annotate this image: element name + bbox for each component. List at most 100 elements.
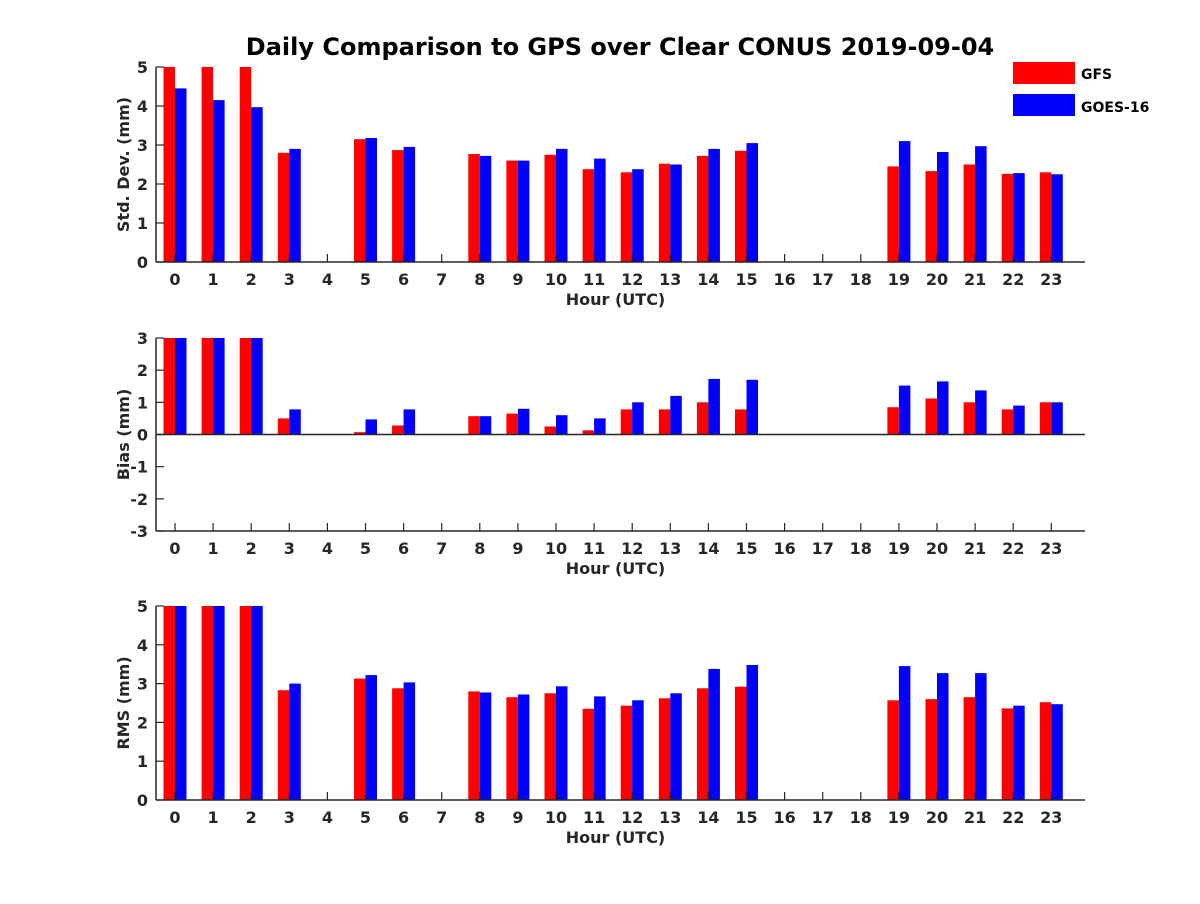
bar-stddev-gfs-h6 <box>392 150 404 262</box>
y-tick-label-bias-2: 2 <box>137 361 148 380</box>
x-tick-label-rms-1: 1 <box>208 808 219 827</box>
x-tick-label-bias-2: 2 <box>246 539 257 558</box>
bar-rms-goes16-h12 <box>632 700 644 800</box>
x-tick-label-stddev-3: 3 <box>284 270 295 289</box>
bar-bias-gfs-h10 <box>544 426 556 435</box>
x-tick-label-rms-13: 13 <box>659 808 681 827</box>
bar-stddev-gfs-h2 <box>239 67 252 262</box>
x-tick-label-stddev-14: 14 <box>697 270 719 289</box>
x-tick-label-rms-11: 11 <box>583 808 605 827</box>
legend-label-gfs: GFS <box>1081 67 1112 83</box>
bar-stddev-gfs-h14 <box>696 155 709 262</box>
bar-stddev-gfs-h15 <box>735 150 747 262</box>
y-axis-label-stddev: Std. Dev. (mm) <box>114 97 133 232</box>
bar-rms-goes16-h8 <box>479 692 492 800</box>
bar-bias-gfs-h21 <box>963 402 976 435</box>
x-tick-label-bias-17: 17 <box>812 539 834 558</box>
bar-bias-gfs-h9 <box>506 413 518 435</box>
bar-stddev-goes16-h19 <box>898 141 911 262</box>
x-tick-label-rms-18: 18 <box>850 808 872 827</box>
bar-bias-goes16-h3 <box>289 409 301 435</box>
x-tick-label-stddev-11: 11 <box>583 270 605 289</box>
x-tick-label-bias-0: 0 <box>169 539 180 558</box>
legend-label-goes16: GOES-16 <box>1081 100 1149 116</box>
bar-rms-gfs-h22 <box>1001 708 1014 800</box>
x-tick-label-stddev-16: 16 <box>773 270 795 289</box>
x-tick-label-bias-11: 11 <box>583 539 605 558</box>
x-tick-label-rms-10: 10 <box>545 808 567 827</box>
bar-rms-goes16-h14 <box>708 668 720 800</box>
x-tick-label-stddev-17: 17 <box>812 270 834 289</box>
bar-rms-goes16-h9 <box>517 694 530 800</box>
bar-stddev-goes16-h22 <box>1013 173 1025 262</box>
bar-stddev-gfs-h9 <box>506 160 518 262</box>
y-tick-label-stddev-1: 1 <box>137 214 148 233</box>
bar-bias-goes16-h10 <box>556 415 568 435</box>
bar-stddev-goes16-h21 <box>975 146 987 262</box>
bar-rms-gfs-h0 <box>163 606 175 800</box>
bar-rms-goes16-h5 <box>365 675 377 800</box>
bar-stddev-gfs-h20 <box>925 171 937 262</box>
x-tick-label-stddev-6: 6 <box>398 270 409 289</box>
y-tick-label-stddev-4: 4 <box>137 97 148 116</box>
bar-stddev-goes16-h20 <box>937 152 949 262</box>
y-tick-label-bias-3: 3 <box>137 329 148 348</box>
x-tick-label-stddev-10: 10 <box>545 270 567 289</box>
bar-bias-gfs-h0 <box>163 338 175 435</box>
x-tick-label-stddev-5: 5 <box>360 270 371 289</box>
bar-stddev-goes16-h14 <box>708 148 720 262</box>
bar-rms-gfs-h11 <box>582 708 595 800</box>
y-tick-label-rms-4: 4 <box>137 636 148 655</box>
bar-rms-goes16-h3 <box>289 683 301 800</box>
x-tick-label-stddev-18: 18 <box>850 270 872 289</box>
x-tick-label-stddev-13: 13 <box>659 270 681 289</box>
bar-bias-goes16-h6 <box>403 409 416 435</box>
bar-stddev-gfs-h8 <box>468 154 480 262</box>
bar-stddev-gfs-h10 <box>544 154 556 263</box>
bar-bias-gfs-h11 <box>582 430 595 435</box>
x-tick-label-stddev-1: 1 <box>208 270 219 289</box>
x-tick-label-rms-8: 8 <box>474 808 485 827</box>
x-tick-label-bias-16: 16 <box>773 539 795 558</box>
bar-stddev-gfs-h22 <box>1001 173 1014 262</box>
bar-rms-gfs-h10 <box>544 693 556 800</box>
x-tick-label-stddev-20: 20 <box>926 270 948 289</box>
y-tick-label-bias-1: 1 <box>137 393 148 412</box>
x-tick-label-bias-10: 10 <box>545 539 567 558</box>
bar-rms-goes16-h22 <box>1013 705 1025 800</box>
y-tick-label-rms-5: 5 <box>137 597 148 616</box>
x-tick-label-rms-9: 9 <box>512 808 523 827</box>
x-tick-label-rms-3: 3 <box>284 808 295 827</box>
bar-rms-goes16-h21 <box>975 673 987 800</box>
x-tick-label-stddev-22: 22 <box>1002 270 1024 289</box>
x-tick-label-rms-2: 2 <box>246 808 257 827</box>
x-tick-label-stddev-2: 2 <box>246 270 257 289</box>
y-tick-label-stddev-0: 0 <box>137 253 148 272</box>
x-tick-label-bias-13: 13 <box>659 539 681 558</box>
x-tick-label-bias-15: 15 <box>735 539 757 558</box>
bar-bias-goes16-h21 <box>975 390 987 435</box>
x-tick-label-stddev-19: 19 <box>888 270 910 289</box>
x-tick-label-rms-21: 21 <box>964 808 986 827</box>
bar-stddev-gfs-h1 <box>201 67 214 262</box>
bar-bias-goes16-h8 <box>479 416 492 435</box>
x-tick-label-rms-23: 23 <box>1040 808 1062 827</box>
x-axis-label-stddev: Hour (UTC) <box>566 290 666 309</box>
bar-stddev-gfs-h23 <box>1039 172 1052 262</box>
bar-stddev-goes16-h12 <box>632 169 644 262</box>
bar-bias-goes16-h9 <box>517 408 530 435</box>
x-axis-label-rms: Hour (UTC) <box>566 828 666 847</box>
y-tick-label-rms-1: 1 <box>137 752 148 771</box>
x-tick-label-stddev-9: 9 <box>512 270 523 289</box>
bar-bias-goes16-h0 <box>175 338 187 435</box>
x-tick-label-bias-18: 18 <box>850 539 872 558</box>
x-tick-label-rms-17: 17 <box>812 808 834 827</box>
bar-rms-goes16-h2 <box>251 606 263 800</box>
bar-rms-goes16-h1 <box>213 606 225 800</box>
legend-swatch-goes16 <box>1013 94 1075 116</box>
bar-bias-gfs-h8 <box>468 416 480 435</box>
